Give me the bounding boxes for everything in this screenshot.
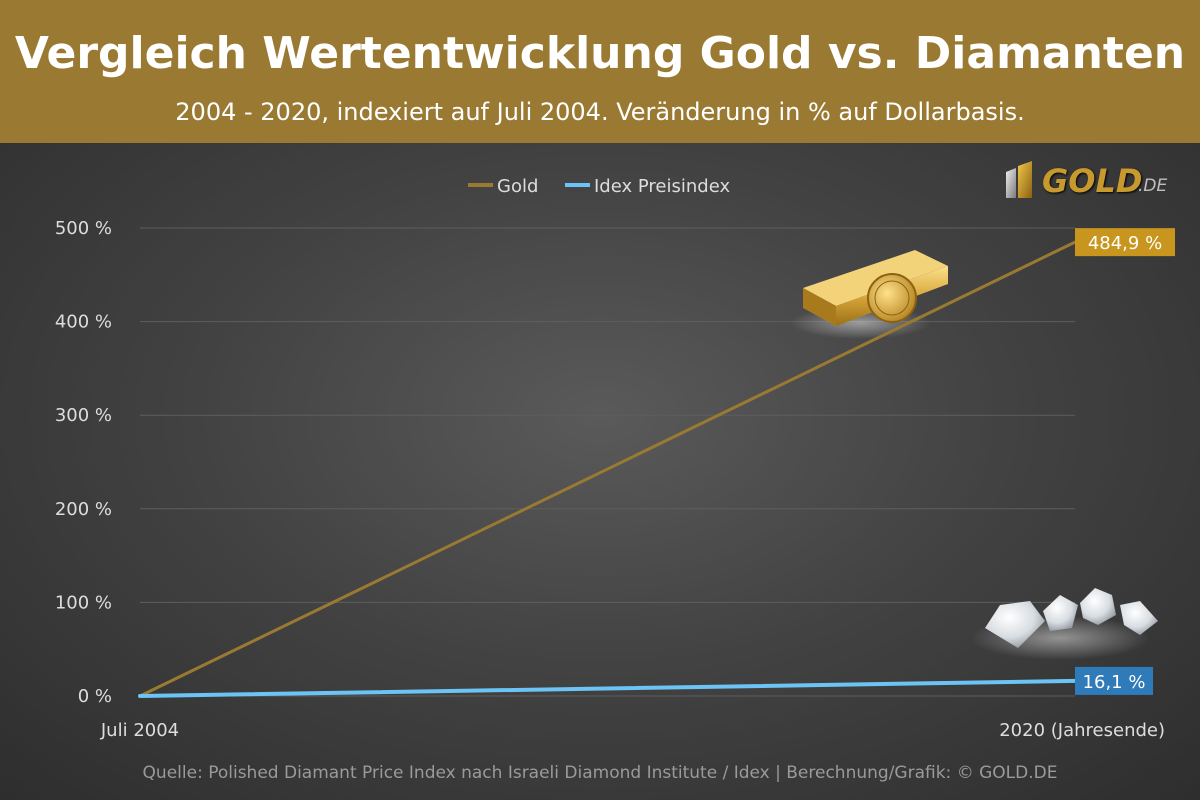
source-note: Quelle: Polished Diamant Price Index nac… — [142, 763, 1058, 783]
diamonds-illustration — [970, 588, 1158, 660]
chart-title: Vergleich Wertentwicklung Gold vs. Diama… — [14, 28, 1186, 79]
gold-bar-illustration — [790, 250, 948, 339]
legend-label-gold: Gold — [497, 176, 538, 197]
y-tick-label: 0 % — [78, 686, 112, 707]
legend: Gold Idex Preisindex — [468, 176, 730, 197]
end-value-label: 484,9 % — [1088, 233, 1162, 254]
legend-label-idex: Idex Preisindex — [594, 176, 730, 197]
end-label-box — [1075, 228, 1175, 257]
y-tick-label: 500 % — [55, 218, 112, 239]
chart-header: Vergleich Wertentwicklung Gold vs. Diama… — [0, 0, 1200, 143]
line-chart: 0 % 100 % 200 % 300 % 400 % 500 % Juli 2004 20… — [55, 176, 1175, 741]
series-line-idex — [138, 678, 1077, 698]
x-tick-label: Juli 2004 — [100, 720, 179, 741]
chart-subtitle: 2004 - 2020, indexiert auf Juli 2004. Ve… — [175, 98, 1025, 126]
logo-suffix: .DE — [1138, 176, 1168, 196]
end-value-labels: 484,9 % 16,1 % — [1075, 228, 1175, 695]
y-tick-label: 400 % — [55, 312, 112, 333]
end-label-box — [1075, 666, 1153, 695]
series-lines — [138, 240, 1077, 698]
logo-wordmark: GOLD — [1042, 162, 1143, 200]
y-tick-label: 100 % — [55, 592, 112, 613]
y-tick-label: 200 % — [55, 499, 112, 520]
x-tick-label: 2020 (Jahresende) — [999, 720, 1165, 741]
gridlines — [140, 227, 1075, 697]
end-value-label: 16,1 % — [1083, 672, 1146, 693]
y-axis: 0 % 100 % 200 % 300 % 400 % 500 % — [55, 218, 112, 707]
series-line-gold — [138, 240, 1077, 698]
x-axis: Juli 2004 2020 (Jahresende) — [100, 720, 1165, 741]
gold-de-logo: GOLD .DE — [1002, 158, 1182, 204]
y-tick-label: 300 % — [55, 405, 112, 426]
gold-bars-logo-icon — [1006, 161, 1032, 198]
